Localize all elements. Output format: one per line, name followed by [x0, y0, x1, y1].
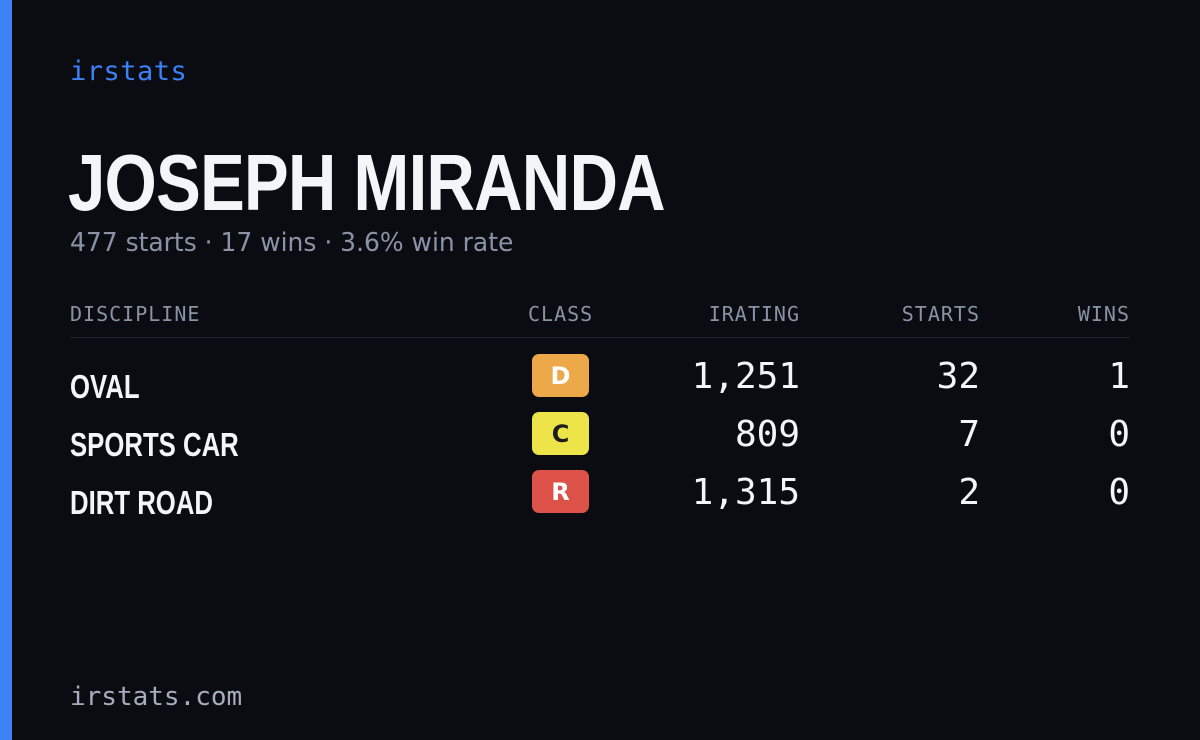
stats-table: DISCIPLINE CLASS IRATING STARTS WINS OVA… [70, 296, 1130, 521]
discipline-label: OVAL [70, 368, 140, 405]
brand-logo[interactable]: irstats [70, 56, 188, 87]
player-summary: 477 starts · 17 wins · 3.6% win rate [70, 228, 514, 258]
header-discipline: DISCIPLINE [70, 302, 201, 326]
starts-value: 7 [958, 414, 980, 455]
player-name: JOSEPH MIRANDA [68, 138, 666, 227]
table-row: OVAL D 1,251 32 1 [70, 354, 1130, 412]
accent-bar [0, 0, 12, 740]
wins-value: 1 [1108, 356, 1130, 397]
table-header: DISCIPLINE CLASS IRATING STARTS WINS [70, 296, 1130, 338]
header-wins: WINS [1077, 302, 1130, 326]
irating-value: 809 [734, 414, 800, 455]
wins-value: 0 [1108, 472, 1130, 513]
header-class: CLASS [528, 302, 594, 326]
discipline-label: SPORTS CAR [70, 426, 239, 463]
header-irating: IRATING [708, 302, 800, 326]
discipline-label: DIRT ROAD [70, 484, 213, 521]
class-badge: C [532, 412, 589, 455]
starts-value: 32 [936, 356, 980, 397]
irating-value: 1,251 [691, 356, 800, 397]
header-starts: STARTS [901, 302, 980, 326]
class-badge: D [532, 354, 589, 397]
footer-link[interactable]: irstats.com [70, 682, 243, 712]
class-badge: R [532, 470, 589, 513]
starts-value: 2 [958, 472, 980, 513]
irating-value: 1,315 [691, 472, 800, 513]
table-row: DIRT ROAD R 1,315 2 0 [70, 470, 1130, 528]
table-row: SPORTS CAR C 809 7 0 [70, 412, 1130, 470]
wins-value: 0 [1108, 414, 1130, 455]
